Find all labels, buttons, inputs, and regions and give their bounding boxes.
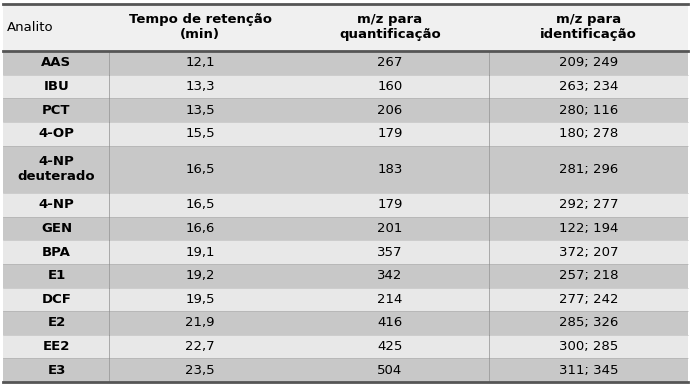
Bar bbox=[3, 4, 688, 51]
Bar bbox=[3, 98, 688, 122]
Bar bbox=[3, 217, 688, 240]
Text: Tempo de retenção
(min): Tempo de retenção (min) bbox=[129, 13, 272, 41]
Text: 311; 345: 311; 345 bbox=[558, 364, 618, 377]
Text: m/z para
quantificação: m/z para quantificação bbox=[339, 13, 441, 41]
Text: 209; 249: 209; 249 bbox=[559, 56, 618, 70]
Text: Analito: Analito bbox=[7, 21, 53, 34]
Text: 183: 183 bbox=[377, 163, 403, 176]
Text: DCF: DCF bbox=[41, 293, 71, 306]
Text: 201: 201 bbox=[377, 222, 403, 235]
Text: AAS: AAS bbox=[41, 56, 72, 70]
Text: GEN: GEN bbox=[41, 222, 72, 235]
Text: 267: 267 bbox=[377, 56, 403, 70]
Text: 372; 207: 372; 207 bbox=[558, 245, 618, 258]
Text: E1: E1 bbox=[48, 269, 66, 282]
Text: IBU: IBU bbox=[44, 80, 69, 93]
Text: 180; 278: 180; 278 bbox=[559, 127, 618, 141]
Text: 504: 504 bbox=[377, 364, 403, 377]
Bar bbox=[3, 240, 688, 264]
Text: 16,5: 16,5 bbox=[185, 163, 215, 176]
Text: 263; 234: 263; 234 bbox=[558, 80, 618, 93]
Bar bbox=[3, 288, 688, 311]
Text: 16,5: 16,5 bbox=[185, 198, 215, 211]
Text: BPA: BPA bbox=[42, 245, 71, 258]
Text: 257; 218: 257; 218 bbox=[558, 269, 618, 282]
Text: 179: 179 bbox=[377, 198, 403, 211]
Text: 23,5: 23,5 bbox=[185, 364, 215, 377]
Text: EE2: EE2 bbox=[43, 340, 70, 353]
Bar bbox=[3, 358, 688, 382]
Text: 16,6: 16,6 bbox=[185, 222, 215, 235]
Text: 300; 285: 300; 285 bbox=[559, 340, 618, 353]
Text: 416: 416 bbox=[377, 316, 403, 329]
Text: E2: E2 bbox=[48, 316, 66, 329]
Text: 4-OP: 4-OP bbox=[39, 127, 75, 141]
Text: 280; 116: 280; 116 bbox=[559, 104, 618, 117]
Bar bbox=[3, 75, 688, 98]
Text: 206: 206 bbox=[377, 104, 403, 117]
Bar bbox=[3, 311, 688, 335]
Text: 214: 214 bbox=[377, 293, 403, 306]
Text: 179: 179 bbox=[377, 127, 403, 141]
Text: 19,1: 19,1 bbox=[185, 245, 215, 258]
Text: 15,5: 15,5 bbox=[185, 127, 215, 141]
Text: 281; 296: 281; 296 bbox=[559, 163, 618, 176]
Text: m/z para
identificação: m/z para identificação bbox=[540, 13, 637, 41]
Bar bbox=[3, 51, 688, 75]
Text: 285; 326: 285; 326 bbox=[558, 316, 618, 329]
Text: 12,1: 12,1 bbox=[185, 56, 215, 70]
Text: 21,9: 21,9 bbox=[185, 316, 215, 329]
Text: 19,2: 19,2 bbox=[185, 269, 215, 282]
Bar bbox=[3, 264, 688, 288]
Text: 277; 242: 277; 242 bbox=[558, 293, 618, 306]
Text: 19,5: 19,5 bbox=[185, 293, 215, 306]
Text: 4-NP: 4-NP bbox=[39, 198, 75, 211]
Text: 22,7: 22,7 bbox=[185, 340, 215, 353]
Text: 122; 194: 122; 194 bbox=[558, 222, 618, 235]
Text: 292; 277: 292; 277 bbox=[558, 198, 618, 211]
Text: 425: 425 bbox=[377, 340, 403, 353]
Text: 357: 357 bbox=[377, 245, 403, 258]
Text: PCT: PCT bbox=[42, 104, 70, 117]
Text: 13,5: 13,5 bbox=[185, 104, 215, 117]
Bar bbox=[3, 122, 688, 146]
Text: 4-NP
deuterado: 4-NP deuterado bbox=[18, 155, 95, 183]
Text: 160: 160 bbox=[377, 80, 403, 93]
Text: 13,3: 13,3 bbox=[185, 80, 215, 93]
Bar bbox=[3, 335, 688, 358]
Bar bbox=[3, 146, 688, 193]
Text: 342: 342 bbox=[377, 269, 403, 282]
Text: E3: E3 bbox=[47, 364, 66, 377]
Bar bbox=[3, 193, 688, 217]
